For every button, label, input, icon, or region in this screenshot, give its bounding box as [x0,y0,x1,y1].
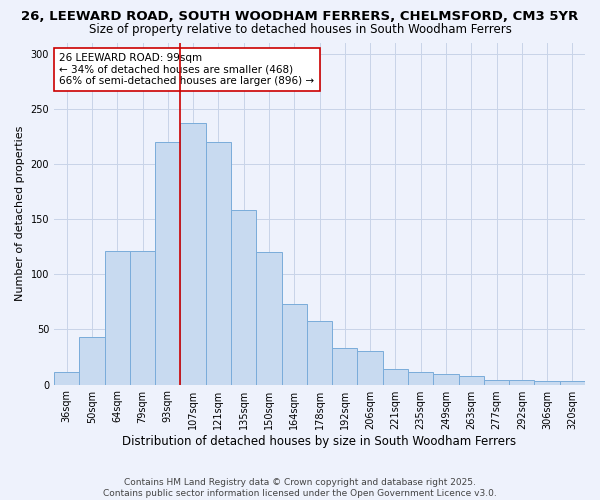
Bar [509,380,535,384]
Text: 26, LEEWARD ROAD, SOUTH WOODHAM FERRERS, CHELMSFORD, CM3 5YR: 26, LEEWARD ROAD, SOUTH WOODHAM FERRERS,… [22,10,578,23]
Bar [181,123,206,384]
Bar [408,372,433,384]
Bar [332,348,358,385]
Bar [484,380,509,384]
Bar [383,369,408,384]
Bar [206,142,231,384]
Text: Contains HM Land Registry data © Crown copyright and database right 2025.
Contai: Contains HM Land Registry data © Crown c… [103,478,497,498]
Bar [433,374,458,384]
X-axis label: Distribution of detached houses by size in South Woodham Ferrers: Distribution of detached houses by size … [122,434,517,448]
Bar [130,251,155,384]
Text: 26 LEEWARD ROAD: 99sqm
← 34% of detached houses are smaller (468)
66% of semi-de: 26 LEEWARD ROAD: 99sqm ← 34% of detached… [59,53,314,86]
Bar [256,252,281,384]
Bar [79,337,104,384]
Bar [281,304,307,384]
Bar [560,382,585,384]
Bar [231,210,256,384]
Bar [104,251,130,384]
Bar [155,142,181,384]
Bar [535,382,560,384]
Y-axis label: Number of detached properties: Number of detached properties [15,126,25,301]
Bar [54,372,79,384]
Bar [458,376,484,384]
Bar [358,352,383,384]
Bar [307,320,332,384]
Text: Size of property relative to detached houses in South Woodham Ferrers: Size of property relative to detached ho… [89,22,511,36]
